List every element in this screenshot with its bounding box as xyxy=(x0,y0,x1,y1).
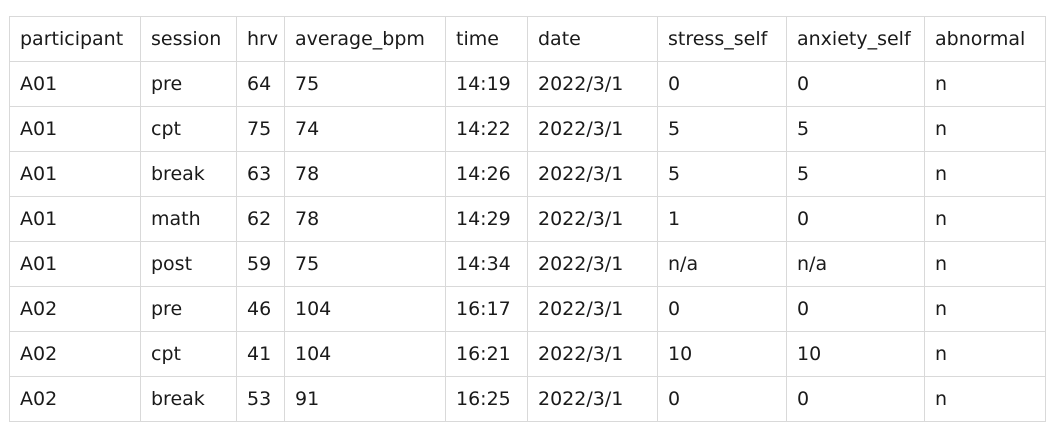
cell-participant: A01 xyxy=(9,151,141,197)
cell-participant: A02 xyxy=(9,376,141,422)
cell-hrv: 63 xyxy=(236,151,285,197)
cell-session: pre xyxy=(140,61,237,107)
table-row: A01 pre 64 75 14:19 2022/3/1 0 0 n xyxy=(9,61,1046,107)
cell-stress-self: 5 xyxy=(657,106,787,152)
cell-abnormal: n xyxy=(924,151,1046,197)
cell-time: 16:17 xyxy=(445,286,528,332)
cell-average-bpm: 78 xyxy=(284,151,446,197)
cell-stress-self: 0 xyxy=(657,286,787,332)
cell-average-bpm: 75 xyxy=(284,61,446,107)
cell-session: post xyxy=(140,241,237,287)
cell-anxiety-self: n/a xyxy=(786,241,925,287)
cell-average-bpm: 104 xyxy=(284,331,446,377)
table-row: A01 break 63 78 14:26 2022/3/1 5 5 n xyxy=(9,151,1046,197)
table-row: A01 post 59 75 14:34 2022/3/1 n/a n/a n xyxy=(9,241,1046,287)
cell-participant: A01 xyxy=(9,106,141,152)
cell-session: break xyxy=(140,376,237,422)
cell-abnormal: n xyxy=(924,196,1046,242)
cell-participant: A02 xyxy=(9,331,141,377)
cell-hrv: 46 xyxy=(236,286,285,332)
cell-hrv: 75 xyxy=(236,106,285,152)
cell-anxiety-self: 0 xyxy=(786,286,925,332)
data-table-container: participant session hrv average_bpm time… xyxy=(9,16,1046,422)
cell-stress-self: 1 xyxy=(657,196,787,242)
cell-average-bpm: 91 xyxy=(284,376,446,422)
table-row: A02 cpt 41 104 16:21 2022/3/1 10 10 n xyxy=(9,331,1046,377)
cell-anxiety-self: 5 xyxy=(786,106,925,152)
cell-stress-self: n/a xyxy=(657,241,787,287)
cell-anxiety-self: 0 xyxy=(786,376,925,422)
column-header-average-bpm: average_bpm xyxy=(284,16,446,62)
cell-session: pre xyxy=(140,286,237,332)
cell-anxiety-self: 10 xyxy=(786,331,925,377)
cell-time: 14:19 xyxy=(445,61,528,107)
cell-time: 14:34 xyxy=(445,241,528,287)
cell-average-bpm: 78 xyxy=(284,196,446,242)
cell-participant: A01 xyxy=(9,241,141,287)
column-header-time: time xyxy=(445,16,528,62)
cell-average-bpm: 104 xyxy=(284,286,446,332)
cell-participant: A01 xyxy=(9,61,141,107)
cell-anxiety-self: 0 xyxy=(786,61,925,107)
cell-hrv: 53 xyxy=(236,376,285,422)
data-table: participant session hrv average_bpm time… xyxy=(9,16,1046,422)
table-row: A01 cpt 75 74 14:22 2022/3/1 5 5 n xyxy=(9,106,1046,152)
cell-date: 2022/3/1 xyxy=(527,151,658,197)
cell-session: cpt xyxy=(140,106,237,152)
cell-hrv: 59 xyxy=(236,241,285,287)
cell-stress-self: 0 xyxy=(657,376,787,422)
column-header-abnormal: abnormal xyxy=(924,16,1046,62)
cell-stress-self: 5 xyxy=(657,151,787,197)
cell-participant: A02 xyxy=(9,286,141,332)
table-body: A01 pre 64 75 14:19 2022/3/1 0 0 n A01 cpt 75 74 14:2… xyxy=(9,61,1046,422)
cell-time: 14:22 xyxy=(445,106,528,152)
cell-date: 2022/3/1 xyxy=(527,376,658,422)
column-header-participant: participant xyxy=(9,16,141,62)
cell-stress-self: 10 xyxy=(657,331,787,377)
cell-date: 2022/3/1 xyxy=(527,61,658,107)
column-header-anxiety-self: anxiety_self xyxy=(786,16,925,62)
table-row: A02 pre 46 104 16:17 2022/3/1 0 0 n xyxy=(9,286,1046,332)
cell-hrv: 41 xyxy=(236,331,285,377)
cell-participant: A01 xyxy=(9,196,141,242)
column-header-session: session xyxy=(140,16,237,62)
column-header-date: date xyxy=(527,16,658,62)
cell-abnormal: n xyxy=(924,286,1046,332)
cell-abnormal: n xyxy=(924,376,1046,422)
column-header-stress-self: stress_self xyxy=(657,16,787,62)
cell-session: break xyxy=(140,151,237,197)
table-row: A02 break 53 91 16:25 2022/3/1 0 0 n xyxy=(9,376,1046,422)
cell-hrv: 62 xyxy=(236,196,285,242)
cell-date: 2022/3/1 xyxy=(527,196,658,242)
cell-abnormal: n xyxy=(924,241,1046,287)
cell-time: 16:25 xyxy=(445,376,528,422)
cell-abnormal: n xyxy=(924,106,1046,152)
cell-stress-self: 0 xyxy=(657,61,787,107)
cell-session: cpt xyxy=(140,331,237,377)
cell-average-bpm: 74 xyxy=(284,106,446,152)
cell-date: 2022/3/1 xyxy=(527,286,658,332)
cell-hrv: 64 xyxy=(236,61,285,107)
cell-time: 14:26 xyxy=(445,151,528,197)
cell-date: 2022/3/1 xyxy=(527,106,658,152)
cell-average-bpm: 75 xyxy=(284,241,446,287)
cell-anxiety-self: 5 xyxy=(786,151,925,197)
cell-session: math xyxy=(140,196,237,242)
table-row: A01 math 62 78 14:29 2022/3/1 1 0 n xyxy=(9,196,1046,242)
cell-anxiety-self: 0 xyxy=(786,196,925,242)
header-row: participant session hrv average_bpm time… xyxy=(9,16,1046,62)
cell-date: 2022/3/1 xyxy=(527,331,658,377)
cell-time: 14:29 xyxy=(445,196,528,242)
cell-abnormal: n xyxy=(924,331,1046,377)
cell-date: 2022/3/1 xyxy=(527,241,658,287)
cell-abnormal: n xyxy=(924,61,1046,107)
cell-time: 16:21 xyxy=(445,331,528,377)
column-header-hrv: hrv xyxy=(236,16,285,62)
